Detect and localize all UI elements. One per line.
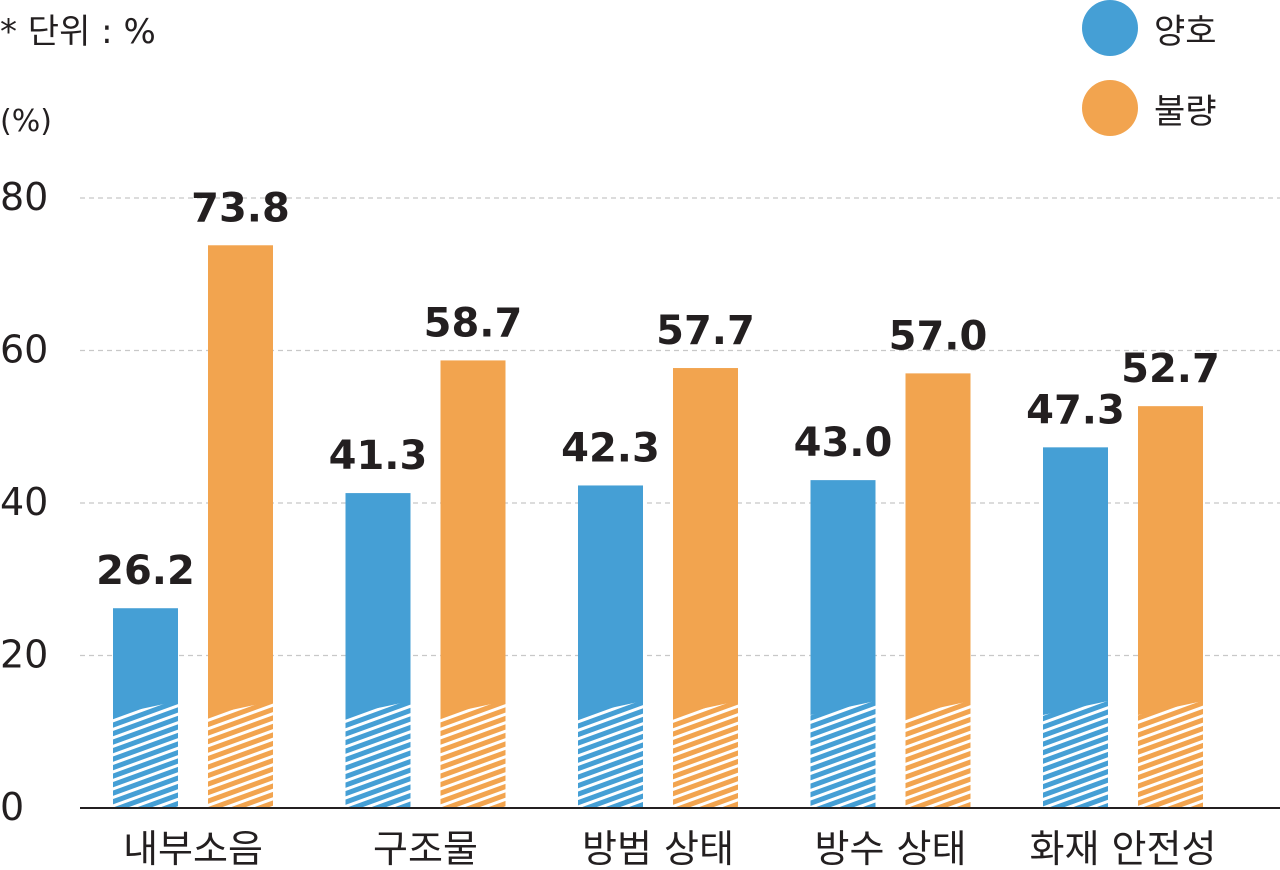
data-labels: 26.2 73.8 41.3 58.7 42.3 57.7 43.0 57.0 47.352.7 [96,185,1220,594]
bar-hatch [1138,701,1203,808]
x-tick-label: 방범 상태 [582,827,734,870]
bar-hatch [810,701,876,808]
data-label: 26.2 [96,548,195,594]
data-label: 52.7 [1121,346,1220,392]
x-tick-label: 방수 상태 [815,827,967,870]
y-tick-label: 60 [0,328,48,372]
y-tick-label: 40 [0,480,48,524]
bar-hatch [673,701,738,808]
bar-hatch [578,701,643,808]
legend-swatch-good [1082,0,1138,56]
y-tick-label: 20 [0,633,48,677]
data-label: 47.3 [1026,387,1125,433]
bar-hatch [113,701,178,808]
y-tick-label: 80 [0,175,48,219]
bar-hatch [905,701,971,808]
x-tick-label: 구조물 [373,827,478,870]
data-label: 57.7 [656,308,755,354]
bar-hatch [1043,701,1108,808]
legend-item-bad: 불량 [1082,80,1272,136]
legend-swatch-bad [1082,80,1138,136]
data-label: 43.0 [794,420,893,466]
unit-note: * 단위 : % [0,12,156,52]
bar-hatch [208,701,273,808]
x-axis-ticks: 내부소음 구조물 방범 상태 방수 상태 화재 안전성 [123,827,1216,870]
bars [113,245,1203,808]
bar-hatch [345,701,411,808]
data-label: 42.3 [561,425,660,471]
x-tick-label: 내부소음 [123,827,263,870]
data-label: 73.8 [191,185,290,231]
y-tick-label: 0 [0,785,24,829]
bar-hatch [440,701,506,808]
legend-item-good: 양호 [1082,0,1272,56]
legend-label-good: 양호 [1154,12,1217,52]
y-axis-unit-label: (%) [0,104,52,139]
data-label: 58.7 [424,300,523,346]
data-label: 57.0 [889,313,988,359]
data-label: 41.3 [329,433,428,479]
legend-label-bad: 불량 [1154,92,1217,132]
y-axis-ticks: 0 20 40 60 80 [0,175,48,829]
x-tick-label: 화재 안전성 [1030,827,1217,870]
